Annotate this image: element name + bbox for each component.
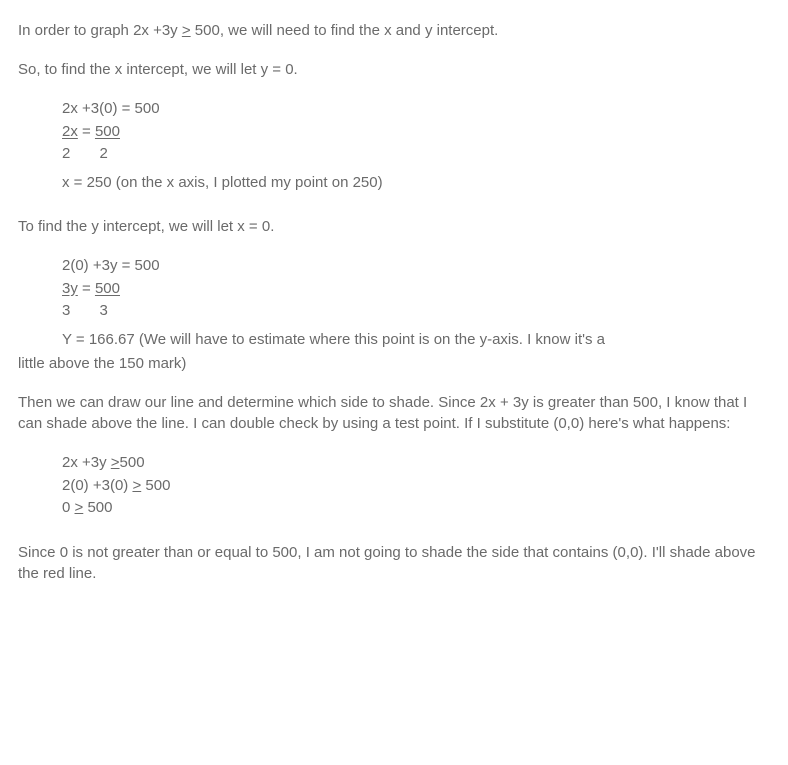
text-run: 500: [83, 499, 112, 516]
ge-symbol: >: [75, 499, 84, 516]
equation-line: 2x = 500: [62, 121, 770, 144]
work-block-x-intercept: 2x +3(0) = 500 2x = 500 2 2 x = 250 (on …: [18, 98, 770, 194]
equation-result-line: x = 250 (on the x axis, I plotted my poi…: [62, 172, 770, 195]
equation-line: 2(0) +3(0) > 500: [62, 475, 770, 498]
text-run: 2(0) +3(0): [62, 477, 132, 494]
text-run: 500, we will need to find the x and y in…: [191, 22, 499, 39]
outro-paragraph: Since 0 is not greater than or equal to …: [18, 542, 770, 584]
underlined-term: 3y: [62, 280, 78, 297]
work-block-y-intercept: 2(0) +3y = 500 3y = 500 3 3 Y = 166.67 (…: [18, 255, 770, 351]
underlined-term: 500: [95, 280, 120, 297]
text-run: =: [78, 123, 95, 140]
work-block-test-point: 2x +3y >500 2(0) +3(0) > 500 0 > 500: [18, 452, 770, 520]
intro-paragraph-2: So, to find the x intercept, we will let…: [18, 59, 770, 80]
text-run: 500: [120, 454, 145, 471]
equation-result-continuation: little above the 150 mark): [18, 353, 770, 374]
intro-paragraph-1: In order to graph 2x +3y > 500, we will …: [18, 20, 770, 41]
intro-paragraph-4: Then we can draw our line and determine …: [18, 392, 770, 434]
text-run: 500: [141, 477, 170, 494]
equation-line: 3y = 500: [62, 278, 770, 301]
intro-paragraph-3: To find the y intercept, we will let x =…: [18, 216, 770, 237]
ge-symbol: >: [132, 477, 141, 494]
underlined-term: 2x: [62, 123, 78, 140]
equation-line: 0 > 500: [62, 497, 770, 520]
ge-symbol: >: [182, 22, 191, 39]
equation-line: 2x +3(0) = 500: [62, 98, 770, 121]
equation-result-line: Y = 166.67 (We will have to estimate whe…: [62, 329, 770, 352]
underlined-term: 500: [95, 123, 120, 140]
text-run: 0: [62, 499, 75, 516]
text-run: =: [78, 280, 95, 297]
text-run: 2x +3y: [62, 454, 111, 471]
equation-line: 2x +3y >500: [62, 452, 770, 475]
equation-line: 2(0) +3y = 500: [62, 255, 770, 278]
ge-symbol: >: [111, 454, 120, 471]
text-run: In order to graph 2x +3y: [18, 22, 182, 39]
equation-line: 2 2: [62, 143, 770, 166]
equation-line: 3 3: [62, 300, 770, 323]
